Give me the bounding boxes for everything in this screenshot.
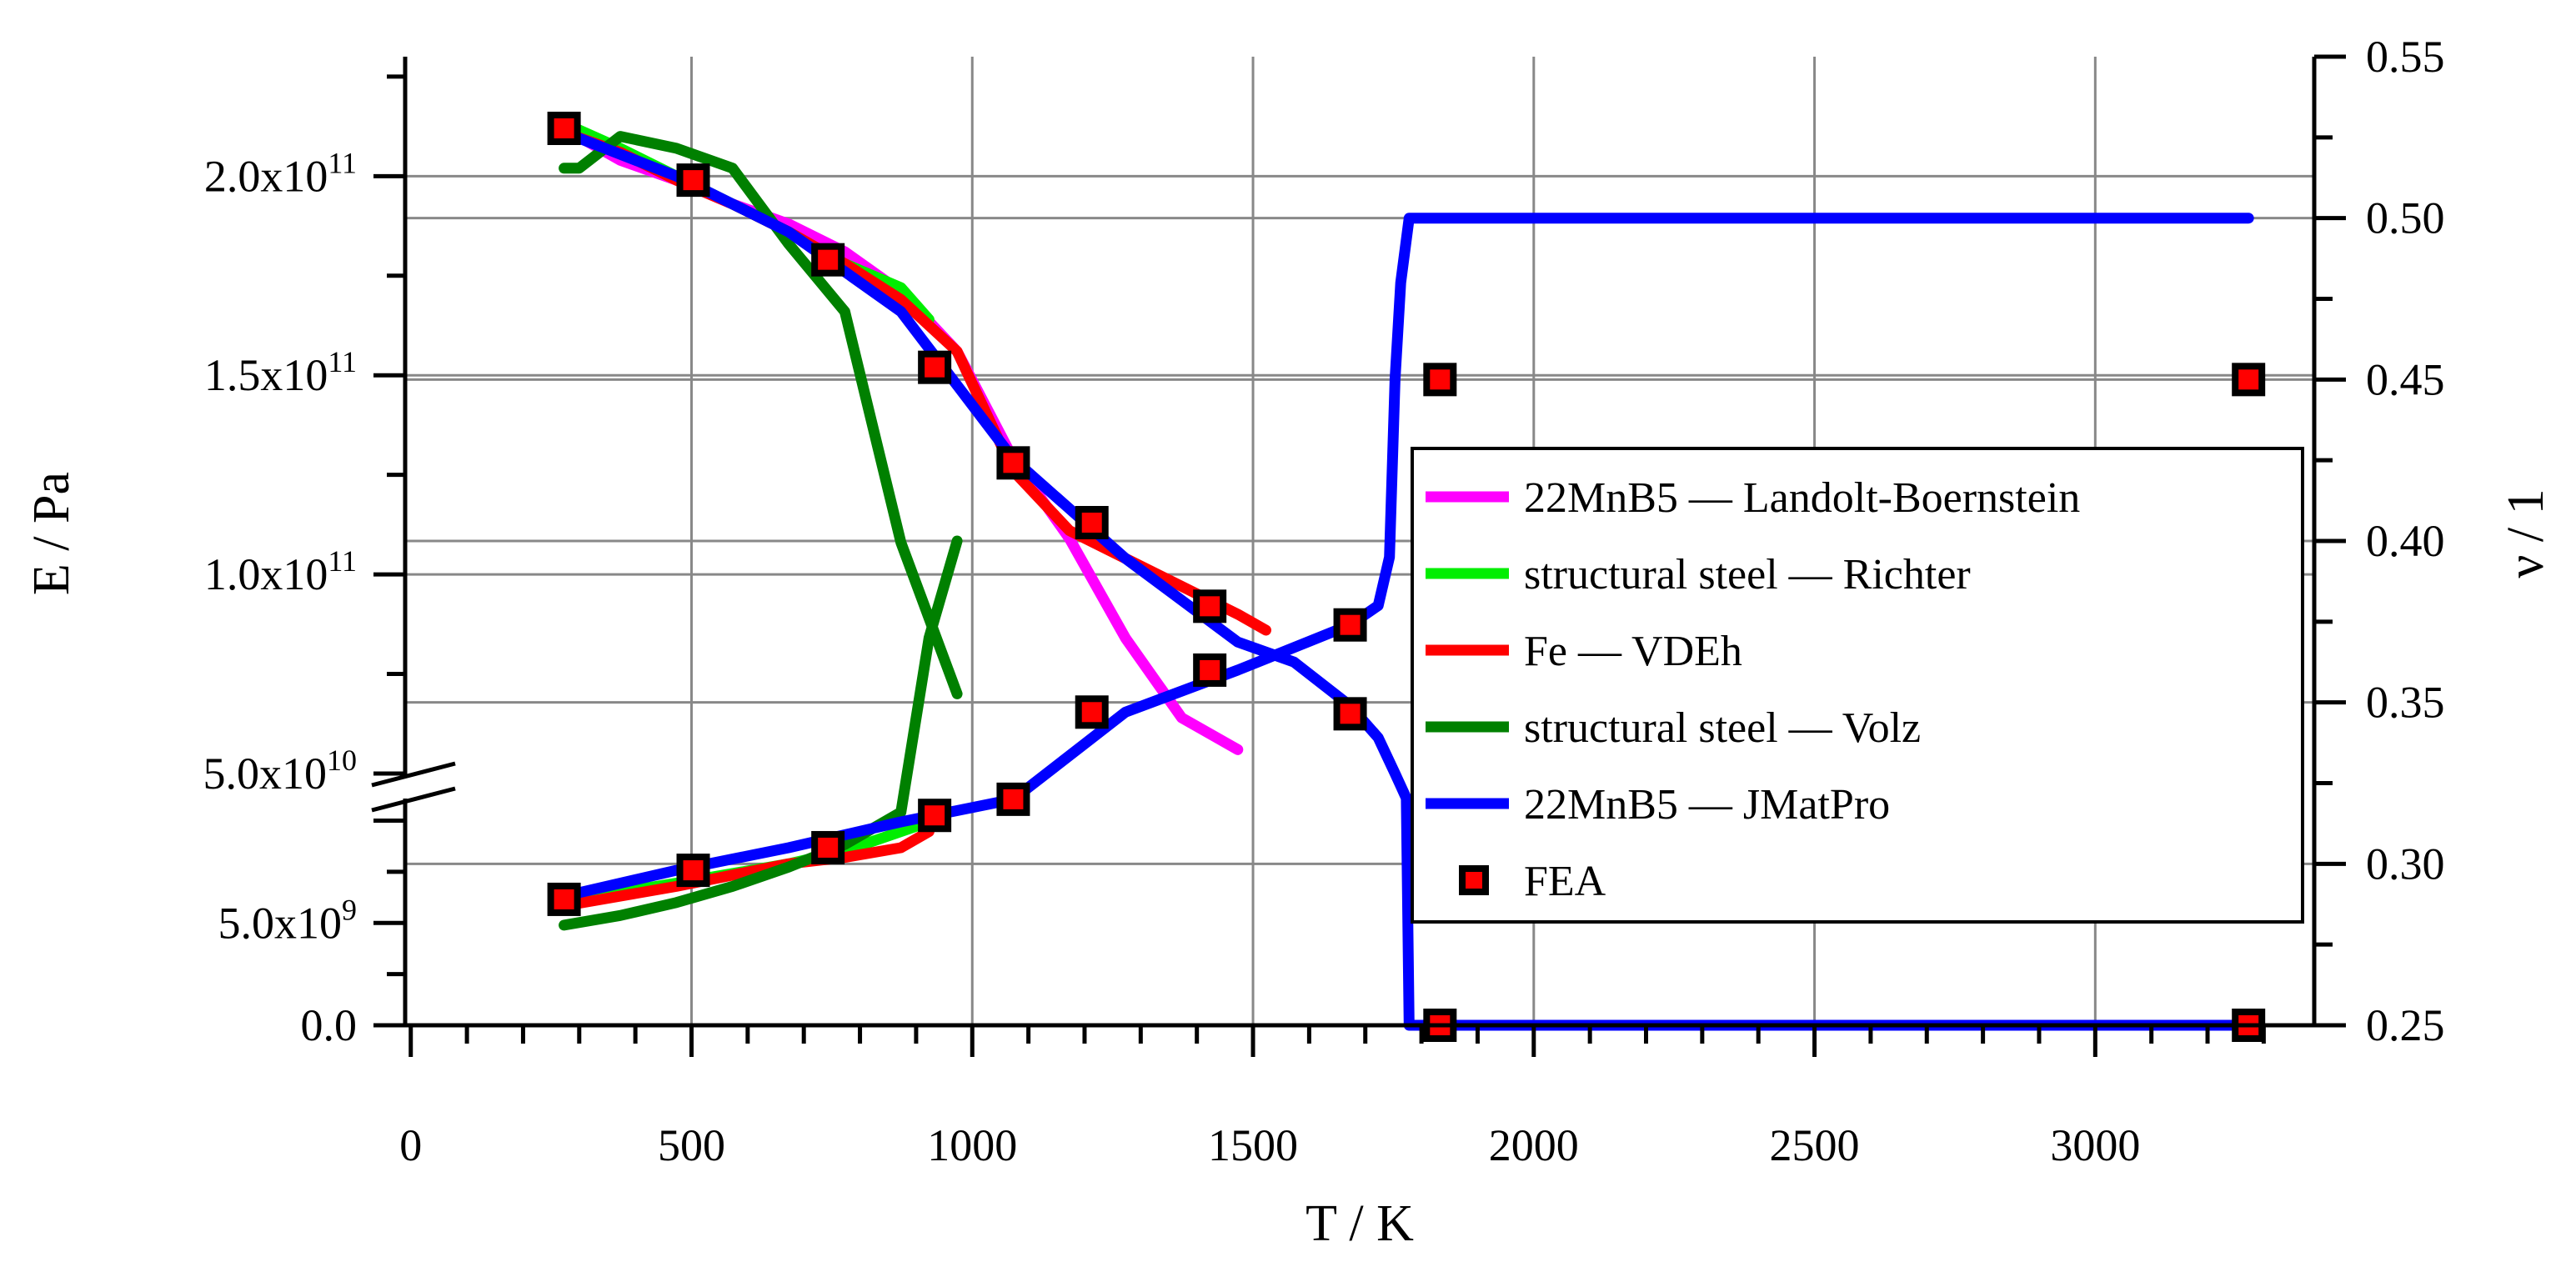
x-tick-label: 3000: [2050, 1120, 2140, 1170]
fea-marker: [811, 830, 845, 864]
fea-marker: [918, 799, 952, 833]
axes: 0 500 1000 1500 2000 2500 3000 0.0 5.0x109 5.0x10…: [203, 32, 2445, 1170]
y-left-tick-label: 5.0x109: [218, 893, 358, 948]
fea-marker: [1333, 697, 1367, 731]
fea-marker: [547, 112, 581, 145]
series-layer: [547, 112, 2266, 1042]
y-left-tick-label: 0.0: [301, 1000, 358, 1050]
fea-marker: [1075, 695, 1109, 729]
y-left-tick-label: 1.5x1011: [204, 345, 357, 400]
fea-marker: [1193, 589, 1227, 623]
x-tick-label: 0: [399, 1120, 422, 1170]
y-right-tick-label: 0.45: [2366, 354, 2445, 404]
fea-marker: [676, 854, 710, 888]
x-tick-label: 1500: [1208, 1120, 1298, 1170]
fea-marker: [996, 782, 1030, 816]
fea-marker: [996, 446, 1030, 480]
legend-label: structural steel — Volz: [1524, 704, 1921, 752]
fea-marker: [547, 882, 581, 916]
x-tick-label: 1000: [927, 1120, 1017, 1170]
fea-marker: [811, 243, 845, 277]
x-tick-label: 2500: [1770, 1120, 1860, 1170]
series-line: [559, 127, 2254, 1031]
fea-marker: [1075, 506, 1109, 539]
y-right-tick-label: 0.40: [2366, 516, 2445, 566]
legend-box: [1411, 447, 2304, 924]
x-tick-label: 2000: [1489, 1120, 1579, 1170]
legend-marker: [1459, 865, 1489, 895]
fea-marker: [1193, 653, 1227, 687]
legend-label: structural steel — Richter: [1524, 551, 1971, 598]
legend-label: FEA: [1524, 858, 1606, 905]
axis-break-mark: [371, 786, 456, 813]
legend-label: 22MnB5 — Landolt-Boernstein: [1524, 474, 2080, 522]
fea-marker: [1333, 608, 1367, 642]
series-line: [559, 535, 963, 931]
series-line: [559, 131, 963, 699]
fea-marker: [1423, 363, 1457, 397]
legend: 22MnB5 — Landolt-Boernstein structural st…: [1411, 447, 2304, 924]
x-tick-label: 500: [658, 1120, 725, 1170]
legend-label: 22MnB5 — JMatPro: [1524, 781, 1890, 829]
x-axis-title: T / K: [1306, 1195, 1414, 1252]
y-right-tick-label: 0.35: [2366, 678, 2445, 728]
fea-marker: [2232, 363, 2266, 397]
y-right-tick-label: 0.25: [2366, 1000, 2445, 1050]
fea-marker: [676, 163, 710, 198]
y-axis-right-title: ν / 1: [2498, 488, 2554, 578]
y-right-tick-label: 0.30: [2366, 839, 2445, 889]
fea-marker: [918, 350, 952, 384]
legend-label: Fe — VDEh: [1524, 628, 1742, 675]
y-left-tick-label: 2.0x1011: [204, 146, 357, 201]
y-left-tick-label: 1.0x1011: [204, 544, 357, 599]
y-left-tick-label: 5.0x1010: [203, 744, 358, 799]
axis-break-mark: [371, 761, 456, 788]
y-right-tick-label: 0.50: [2366, 193, 2445, 243]
y-axis-left-title: E / Pa: [23, 472, 80, 595]
y-right-tick-label: 0.55: [2366, 32, 2445, 82]
